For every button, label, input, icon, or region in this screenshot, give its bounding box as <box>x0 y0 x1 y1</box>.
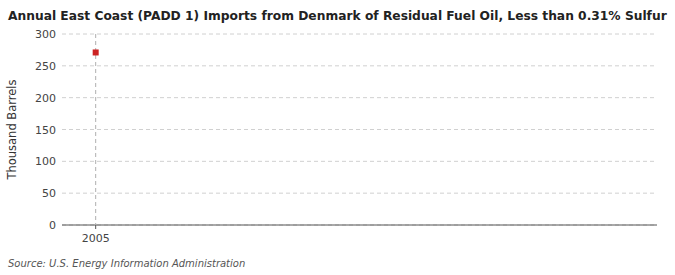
y-grid-line <box>62 193 657 194</box>
y-grid-line <box>62 129 657 130</box>
chart-container: Annual East Coast (PADD 1) Imports from … <box>0 0 675 275</box>
y-tick-label: 0 <box>49 219 56 232</box>
y-grid-line <box>62 97 657 98</box>
y-tick-label: 200 <box>35 92 56 105</box>
y-tick-label: 100 <box>35 155 56 168</box>
reference-line <box>95 34 96 225</box>
plot-area <box>93 34 99 225</box>
x-tick <box>95 225 96 229</box>
x-axis-line <box>62 225 657 226</box>
title: Annual East Coast (PADD 1) Imports from … <box>8 9 667 23</box>
y-tick-label: 150 <box>35 124 56 137</box>
source-text: Source: U.S. Energy Information Administ… <box>8 258 245 269</box>
y-grid-line <box>62 34 657 35</box>
y-axis-label: Thousand Barrels <box>5 79 19 180</box>
y-tick-label: 300 <box>35 28 56 41</box>
y-grid-line <box>62 161 657 162</box>
x-tick-label: 2005 <box>82 232 110 245</box>
y-grid <box>62 34 657 225</box>
y-grid-line <box>62 65 657 66</box>
data-point <box>93 49 99 55</box>
y-tick-label: 250 <box>35 60 56 73</box>
y-tick-label: 50 <box>42 187 56 200</box>
chart-svg: Annual East Coast (PADD 1) Imports from … <box>0 0 675 275</box>
y-grid-line <box>62 225 657 226</box>
